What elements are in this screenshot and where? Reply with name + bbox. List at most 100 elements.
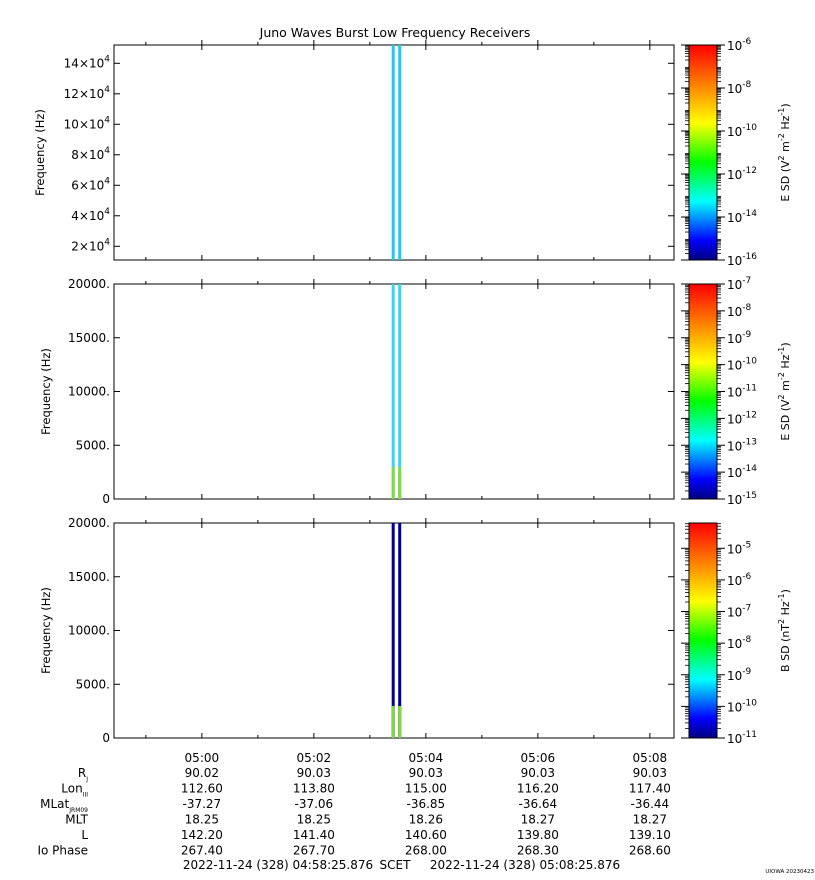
ephemeris-value-4-4: 18.27 xyxy=(521,813,555,827)
panel-3-burst-2 xyxy=(398,523,402,738)
panel-2-colorbar-label-2: 10-8 xyxy=(727,303,752,319)
ephemeris-value-6-4: 268.30 xyxy=(517,844,559,858)
ephemeris-value-6-2: 267.70 xyxy=(293,844,335,858)
panel-3-colorbar-title: B SD (nT2 Hz-1) xyxy=(777,589,792,672)
ephemeris-value-2-3: 115.00 xyxy=(405,782,447,796)
panel-3-ytick-label-4: 15000. xyxy=(68,570,110,584)
panel-1-burst-1 xyxy=(391,45,395,260)
figure-title: Juno Waves Burst Low Frequency Receivers xyxy=(259,25,531,40)
ephemeris-value-2-2: 113.80 xyxy=(293,782,335,796)
panels: 2×104 4×104 6×104 8×104 10×104 12×104 14×104 Fr… xyxy=(33,37,792,746)
panel-1-colorbar-label-5: 10-14 xyxy=(727,209,757,225)
panel-1-colorbar-label-4: 10-12 xyxy=(727,166,757,182)
ephemeris-value-2-5: 117.40 xyxy=(629,782,671,796)
panel-2-burst-1 xyxy=(391,284,395,499)
ephemeris-value-1-4: 90.03 xyxy=(521,766,555,780)
panel-2-ytick-label-5: 20000. xyxy=(68,277,110,291)
panel-3-ytick-label-5: 20000. xyxy=(68,516,110,530)
panel-2-ytick-label-1: 0 xyxy=(102,492,110,506)
panel-1-burst-2 xyxy=(398,45,402,260)
ephemeris-value-5-5: 139.10 xyxy=(629,828,671,842)
ephemeris-value-3-5: -36.44 xyxy=(631,797,670,811)
panel-3-ylabel: Frequency (Hz) xyxy=(39,587,53,674)
time-tick-label-1: 05:00 xyxy=(185,751,220,765)
ephemeris-value-3-1: -37.27 xyxy=(183,797,222,811)
time-axis-labels: 05:00 05:02 05:04 05:06 05:08 xyxy=(185,751,668,765)
ephemeris-label-2: LonIII xyxy=(61,782,88,799)
panel-1-ytick-label-7: 14×104 xyxy=(64,54,111,70)
panel-2-ytick-label-2: 5000. xyxy=(76,438,110,452)
panel-1-colorbar-label-3: 10-10 xyxy=(727,123,757,139)
panel-2-colorbar-label-5: 10-11 xyxy=(727,384,757,400)
ephemeris-value-4-2: 18.25 xyxy=(297,813,331,827)
ephemeris-value-1-2: 90.03 xyxy=(297,766,331,780)
panel-3-colorbar-label-6: 10-10 xyxy=(727,698,757,714)
panel-2-colorbar-label-7: 10-13 xyxy=(727,437,757,453)
ephemeris-value-6-3: 268.00 xyxy=(405,844,447,858)
panel-1-ytick-label-2: 4×104 xyxy=(71,207,110,223)
ephemeris-value-4-5: 18.27 xyxy=(633,813,667,827)
panel-2-ytick-label-4: 15000. xyxy=(68,331,110,345)
panel-2-colorbar-label-3: 10-9 xyxy=(727,330,752,346)
ephemeris-table: RJ 90.02 90.03 90.03 90.03 90.03 LonIII 112.60 1… xyxy=(37,766,670,858)
panel-2-burst-1-low-band xyxy=(391,467,395,499)
panel-3-ytick-label-2: 5000. xyxy=(76,677,110,691)
processing-stamp: UIOWA 20230423 xyxy=(765,869,814,875)
panel-3-colorbar-label-3: 10-7 xyxy=(727,604,751,620)
panel-3-colorbar-label-7: 10-11 xyxy=(727,730,757,746)
ephemeris-label-5: L xyxy=(81,828,88,842)
ephemeris-value-5-4: 139.80 xyxy=(517,828,559,842)
panel-1-ytick-label-1: 2×104 xyxy=(71,237,110,253)
panel-2-burst-2 xyxy=(398,284,402,499)
panel-1-ytick-label-6: 12×104 xyxy=(64,85,111,101)
ephemeris-value-3-2: -37.06 xyxy=(295,797,334,811)
footer: 2022-11-24 (328) 04:58:25.876 SCET 2022-… xyxy=(183,858,620,872)
ephemeris-value-1-3: 90.03 xyxy=(409,766,443,780)
panel-3-colorbar-label-4: 10-8 xyxy=(727,635,752,651)
panel-1-colorbar-label-2: 10-8 xyxy=(727,80,752,96)
panel-2-colorbar-label-8: 10-14 xyxy=(727,464,757,480)
panel-1-ytick-label-4: 8×104 xyxy=(71,146,110,162)
panel-2-ytick-label-3: 10000. xyxy=(68,385,110,399)
panel-2-colorbar xyxy=(688,283,718,500)
ephemeris-value-5-3: 140.60 xyxy=(405,828,447,842)
ephemeris-value-4-3: 18.26 xyxy=(409,813,443,827)
panel-2-colorbar-label-6: 10-12 xyxy=(727,410,757,426)
ephemeris-value-1-1: 90.02 xyxy=(185,766,219,780)
time-tick-label-5: 05:08 xyxy=(633,751,668,765)
footer-end-time: 2022-11-24 (328) 05:08:25.876 xyxy=(430,858,620,872)
panel-2-ylabel: Frequency (Hz) xyxy=(39,348,53,435)
panel-3-colorbar-label-5: 10-9 xyxy=(727,667,752,683)
panel-1-ytick-label-3: 6×104 xyxy=(71,176,110,192)
panel-2-colorbar-label-1: 10-7 xyxy=(727,276,751,292)
panel-2-colorbar-label-9: 10-15 xyxy=(727,491,757,507)
panel-1-ytick-label-5: 10×104 xyxy=(64,115,111,131)
time-tick-label-2: 05:02 xyxy=(297,751,332,765)
ephemeris-value-6-5: 268.60 xyxy=(629,844,671,858)
panel-3-burst-1-low-band xyxy=(391,706,395,738)
panel-1-colorbar-label-1: 10-6 xyxy=(727,37,752,53)
panel-3-colorbar-label-2: 10-6 xyxy=(727,572,752,588)
ephemeris-value-2-4: 116.20 xyxy=(517,782,559,796)
panel-2-burst-2-low-band xyxy=(398,467,402,499)
panel-3-burst-2-low-band xyxy=(398,706,402,738)
panel-1-colorbar-label-6: 10-16 xyxy=(727,252,757,268)
panel-2-colorbar-label-4: 10-10 xyxy=(727,357,757,373)
panel-3-colorbar-label-1: 10-5 xyxy=(727,540,751,556)
ephemeris-label-1: RJ xyxy=(78,766,88,783)
panel-3-burst-1 xyxy=(391,523,395,738)
ephemeris-value-4-1: 18.25 xyxy=(185,813,219,827)
time-tick-label-4: 05:06 xyxy=(521,751,556,765)
panel-2-colorbar-title: E SD (V2 m-2 Hz-1) xyxy=(777,342,792,440)
ephemeris-value-3-4: -36.64 xyxy=(519,797,558,811)
panel-3-ytick-label-1: 0 xyxy=(102,731,110,745)
ephemeris-value-5-1: 142.20 xyxy=(181,828,223,842)
panel-1-colorbar xyxy=(688,44,718,261)
footer-start-time: 2022-11-24 (328) 04:58:25.876 xyxy=(183,858,373,872)
panel-1-colorbar-title: E SD (V2 m-2 Hz-1) xyxy=(777,103,792,201)
panel-1-ylabel: Frequency (Hz) xyxy=(33,109,47,196)
ephemeris-label-4: MLT xyxy=(65,813,88,827)
ephemeris-value-2-1: 112.60 xyxy=(181,782,223,796)
ephemeris-value-6-1: 267.40 xyxy=(181,844,223,858)
panel-3-ytick-label-3: 10000. xyxy=(68,624,110,638)
